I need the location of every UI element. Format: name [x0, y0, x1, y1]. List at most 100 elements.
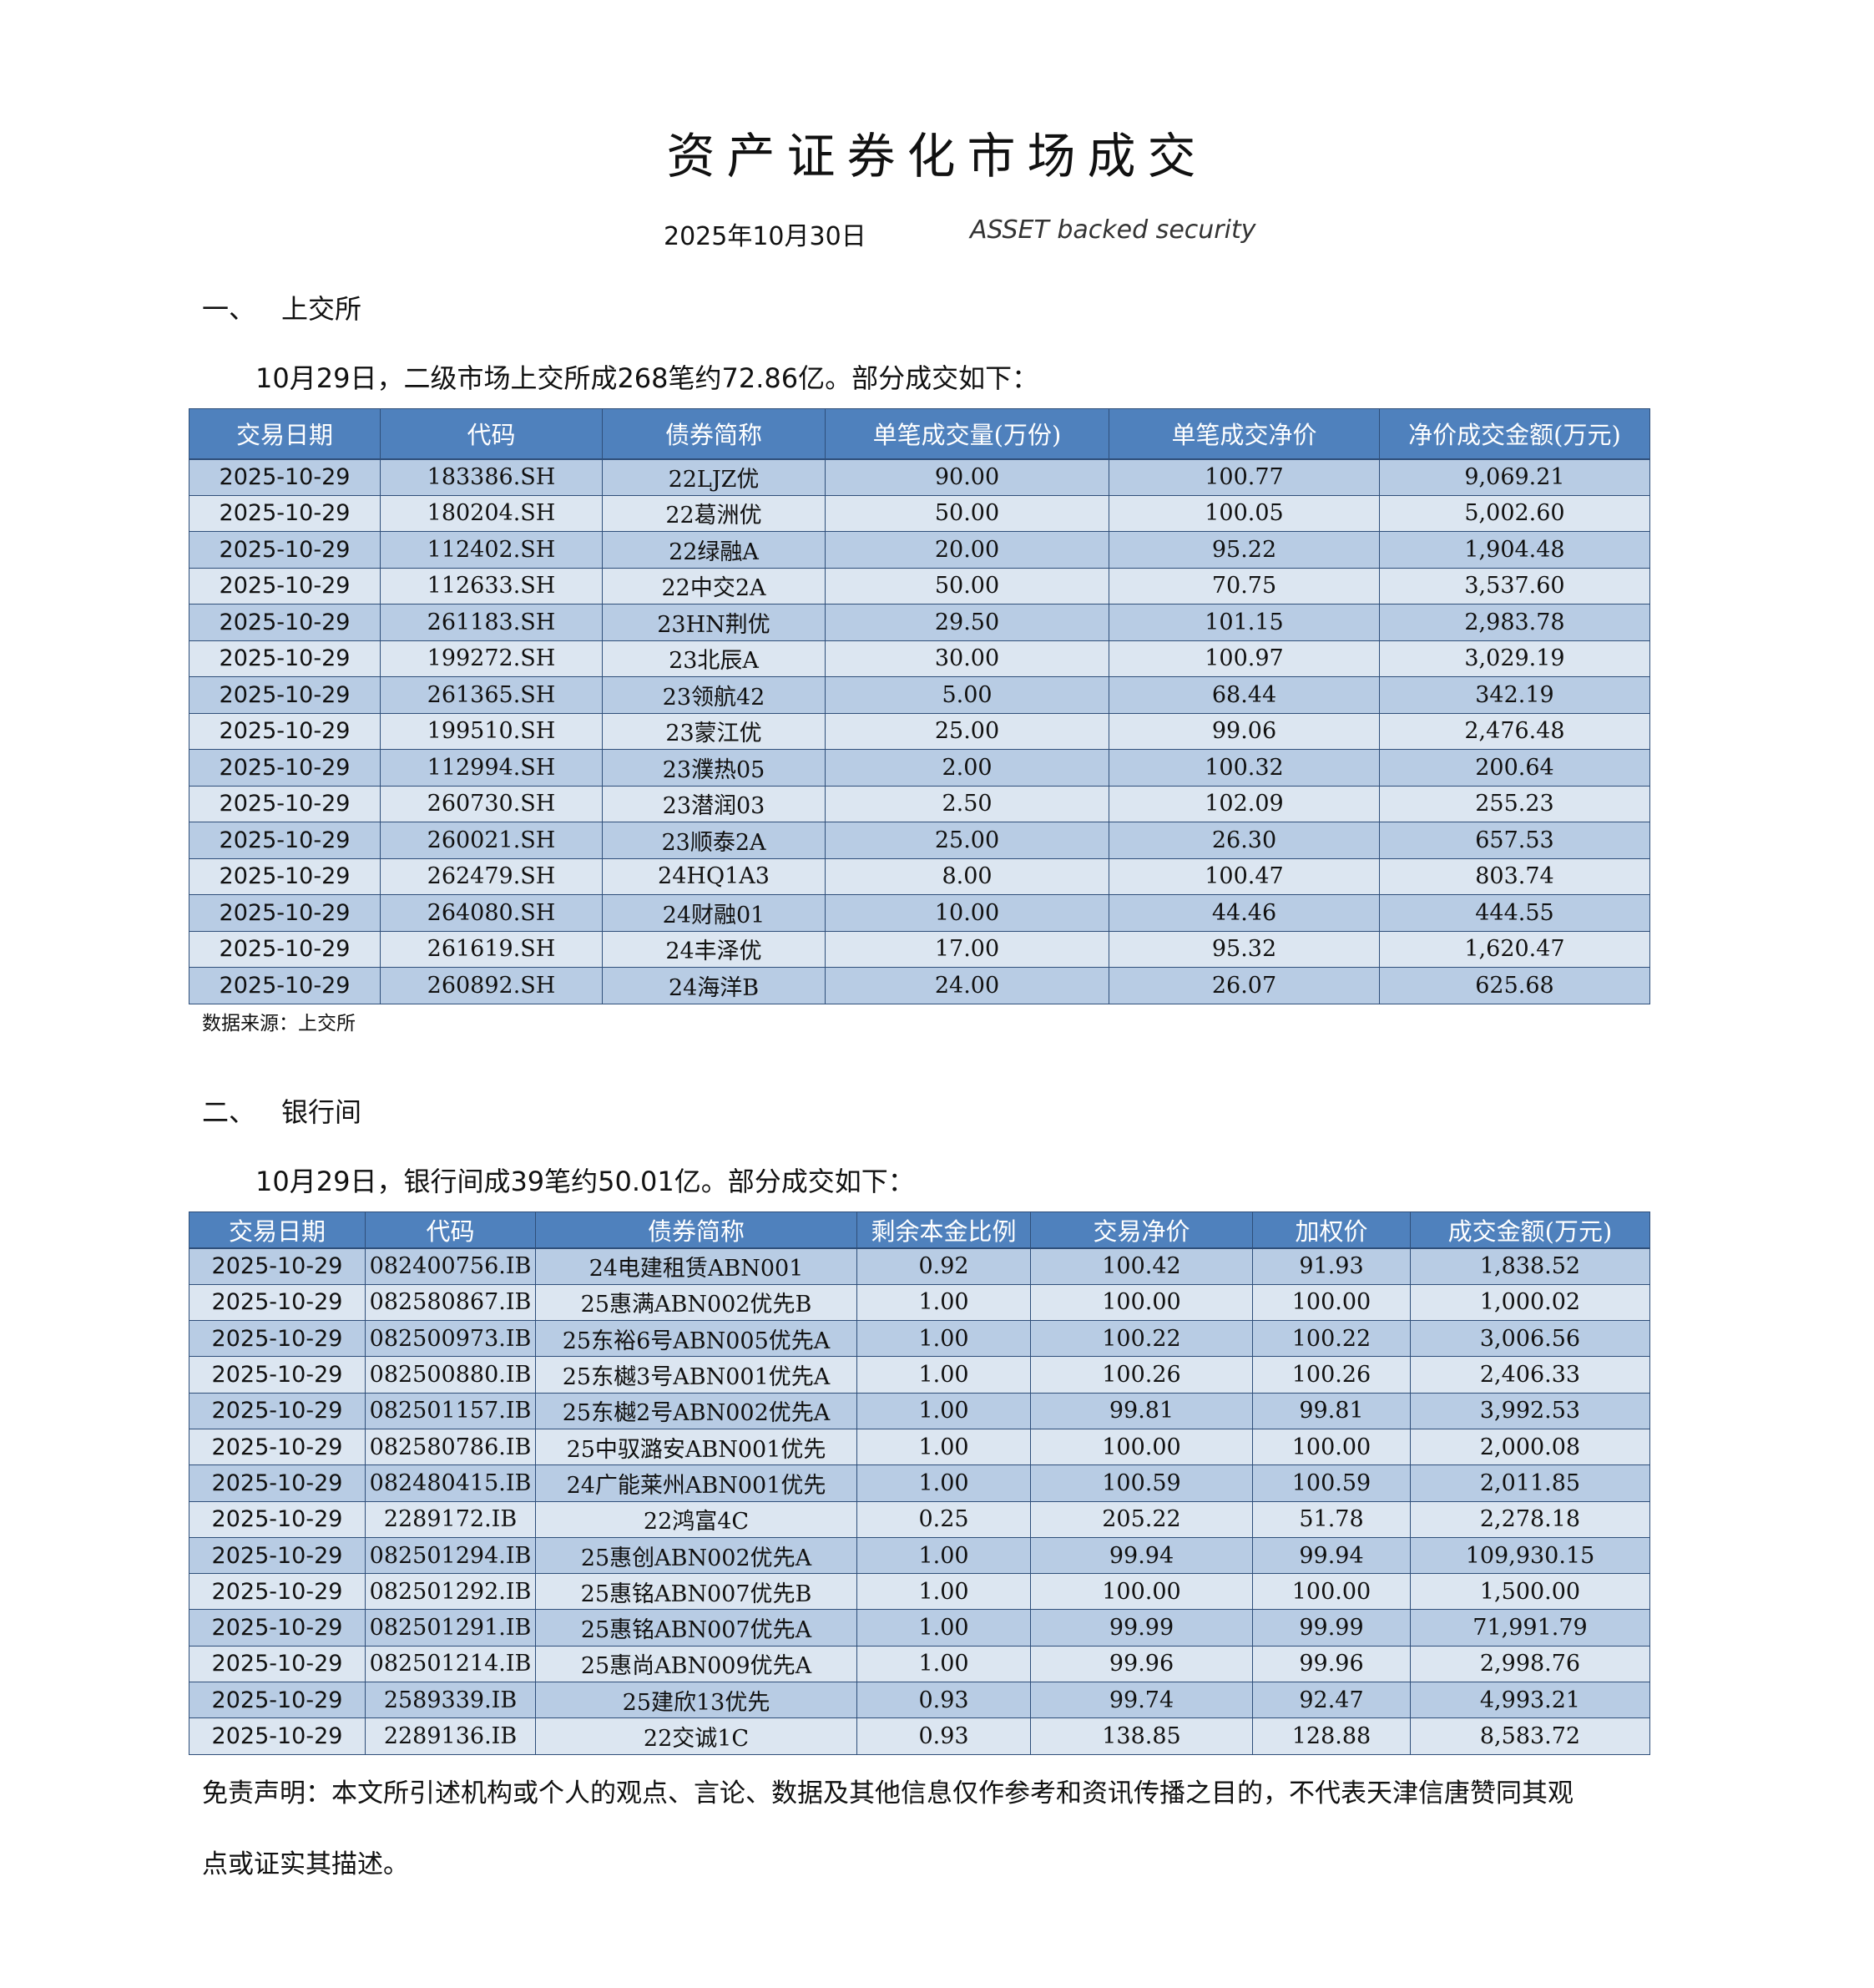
table-cell: 2025-10-29 [189, 1464, 366, 1502]
table-row: 2025-10-29 260021.SH 23顺泰2A 25.00 26.30 657.5… [189, 822, 1650, 859]
table-cell: 2025-10-29 [189, 1537, 366, 1575]
table-cell: 99.06 [1109, 713, 1380, 750]
table-cell: 2025-10-29 [189, 1501, 366, 1538]
table-header-row: 交易日期 代码 债券简称 剩余本金比例 交易净价 加权价 成交金额(万元) [189, 1212, 1650, 1249]
table-cell: 2025-10-29 [189, 531, 381, 569]
table-cell: 100.47 [1109, 858, 1380, 895]
table-cell: 100.97 [1109, 640, 1380, 677]
table-cell: 22交诚1C [535, 1717, 857, 1755]
table-cell: 261183.SH [380, 604, 603, 641]
table-cell: 92.47 [1252, 1682, 1411, 1719]
table-cell: 444.55 [1379, 894, 1650, 932]
table-cell: 199272.SH [380, 640, 603, 677]
table-cell: 100.26 [1252, 1356, 1411, 1394]
table-cell: 22中交2A [602, 568, 826, 604]
table-cell: 1.00 [856, 1284, 1031, 1322]
table-cell: 2025-10-29 [189, 1429, 366, 1466]
table-row: 2025-10-29 082580786.IB 25中驭潞安ABN001优先 1.00… [189, 1429, 1650, 1466]
section1-number: 一、 [202, 293, 256, 325]
table-row: 2025-10-29 199510.SH 23蒙江优 25.00 99.06 2,476.… [189, 713, 1650, 750]
table-cell: 2289172.IB [365, 1501, 536, 1538]
table-cell: 100.32 [1109, 749, 1380, 787]
table-cell: 100.22 [1252, 1320, 1411, 1358]
table-row: 2025-10-29 082501291.IB 25惠铭ABN007优先A 1.00 9… [189, 1609, 1650, 1647]
table-row: 2025-10-29 262479.SH 24HQ1A3 8.00 100.47 803.… [189, 858, 1650, 895]
table-row: 2025-10-29 082500880.IB 25东樾3号ABN001优先A 1.0… [189, 1356, 1650, 1394]
table-row: 2025-10-29 264080.SH 24财融01 10.00 44.46 444.5… [189, 894, 1650, 932]
table-cell: 8,583.72 [1410, 1717, 1650, 1755]
table-row: 2025-10-29 180204.SH 22葛洲优 50.00 100.05 5,002… [189, 495, 1650, 532]
table-cell: 1.00 [856, 1646, 1031, 1683]
table-cell: 2025-10-29 [189, 894, 381, 932]
table-cell: 1.00 [856, 1573, 1031, 1611]
table-cell: 8.00 [825, 858, 1109, 895]
table-cell: 70.75 [1109, 568, 1380, 604]
table-cell: 112633.SH [380, 568, 603, 604]
table-row: 2025-10-29 2289136.IB 22交诚1C 0.93 138.85 128.… [189, 1717, 1650, 1755]
table-cell: 1,500.00 [1410, 1573, 1650, 1611]
table-row: 2025-10-29 261365.SH 23领航42 5.00 68.44 342.19 [189, 676, 1650, 714]
table-row: 2025-10-29 082500973.IB 25东裕6号ABN005优先A 1.0… [189, 1320, 1650, 1358]
column-header: 交易净价 [1030, 1212, 1253, 1249]
table-cell: 2025-10-29 [189, 1609, 366, 1647]
table-cell: 2025-10-29 [189, 1248, 366, 1285]
table-cell: 2025-10-29 [189, 1717, 366, 1755]
table-row: 2025-10-29 261619.SH 24丰泽优 17.00 95.32 1,620.… [189, 931, 1650, 968]
table-cell: 2,011.85 [1410, 1464, 1650, 1502]
table-cell: 3,006.56 [1410, 1320, 1650, 1358]
table-cell: 26.07 [1109, 967, 1380, 1004]
table-cell: 100.26 [1030, 1356, 1253, 1394]
table-cell: 082500973.IB [365, 1320, 536, 1358]
page-title: 资产证券化市场成交 [666, 128, 1208, 185]
table-row: 2025-10-29 112402.SH 22绿融A 20.00 95.22 1,904.… [189, 531, 1650, 569]
table-row: 2025-10-29 082501292.IB 25惠铭ABN007优先B 1.00 1… [189, 1573, 1650, 1611]
column-header: 单笔成交量(万份) [825, 408, 1109, 460]
table-cell: 2025-10-29 [189, 822, 381, 859]
table-cell: 199510.SH [380, 713, 603, 750]
table-cell: 262479.SH [380, 858, 603, 895]
table-cell: 100.00 [1252, 1573, 1411, 1611]
table-cell: 1.00 [856, 1537, 1031, 1575]
table-cell: 68.44 [1109, 676, 1380, 714]
table-row: 2025-10-29 199272.SH 23北辰A 30.00 100.97 3,029… [189, 640, 1650, 677]
table-cell: 22绿融A [602, 531, 826, 569]
table-cell: 2025-10-29 [189, 604, 381, 641]
table-cell: 23濮热05 [602, 749, 826, 787]
table-cell: 1.00 [856, 1393, 1031, 1429]
table-cell: 25中驭潞安ABN001优先 [535, 1429, 857, 1466]
table-cell: 260892.SH [380, 967, 603, 1004]
table-cell: 261365.SH [380, 676, 603, 714]
table-cell: 3,029.19 [1379, 640, 1650, 677]
table-cell: 100.59 [1030, 1464, 1253, 1502]
table-cell: 4,993.21 [1410, 1682, 1650, 1719]
table-row: 2025-10-29 261183.SH 23HN荆优 29.50 101.15 2,98… [189, 604, 1650, 641]
table-row: 2025-10-29 260892.SH 24海洋B 24.00 26.07 625.68 [189, 967, 1650, 1004]
table-cell: 2025-10-29 [189, 713, 381, 750]
table-cell: 5,002.60 [1379, 495, 1650, 532]
table-cell: 17.00 [825, 931, 1109, 968]
column-header: 交易日期 [189, 1212, 366, 1249]
disclaimer-line-1: 免责声明：本文所引述机构或个人的观点、言论、数据及其他信息仅作参考和资讯传播之目… [202, 1778, 1573, 1808]
table-cell: 112994.SH [380, 749, 603, 787]
column-header: 净价成交金额(万元) [1379, 408, 1650, 460]
table-cell: 100.59 [1252, 1464, 1411, 1502]
table-cell: 2,406.33 [1410, 1356, 1650, 1394]
table-cell: 2025-10-29 [189, 1284, 366, 1322]
table-cell: 25东樾2号ABN002优先A [535, 1393, 857, 1429]
column-header: 单笔成交净价 [1109, 408, 1380, 460]
table-cell: 2025-10-29 [189, 1393, 366, 1429]
table-cell: 200.64 [1379, 749, 1650, 787]
table-cell: 1,000.02 [1410, 1284, 1650, 1322]
table-cell: 90.00 [825, 458, 1109, 496]
table-cell: 24.00 [825, 967, 1109, 1004]
table-cell: 0.93 [856, 1682, 1031, 1719]
table-cell: 102.09 [1109, 786, 1380, 822]
table-cell: 99.81 [1252, 1393, 1411, 1429]
table-cell: 2,476.48 [1379, 713, 1650, 750]
table-cell: 1.00 [856, 1320, 1031, 1358]
table-cell: 25.00 [825, 822, 1109, 859]
section2-number: 二、 [202, 1096, 256, 1128]
table-row: 2025-10-29 082400756.IB 24电建租赁ABN001 0.92 10… [189, 1248, 1650, 1285]
table-cell: 24电建租赁ABN001 [535, 1248, 857, 1285]
